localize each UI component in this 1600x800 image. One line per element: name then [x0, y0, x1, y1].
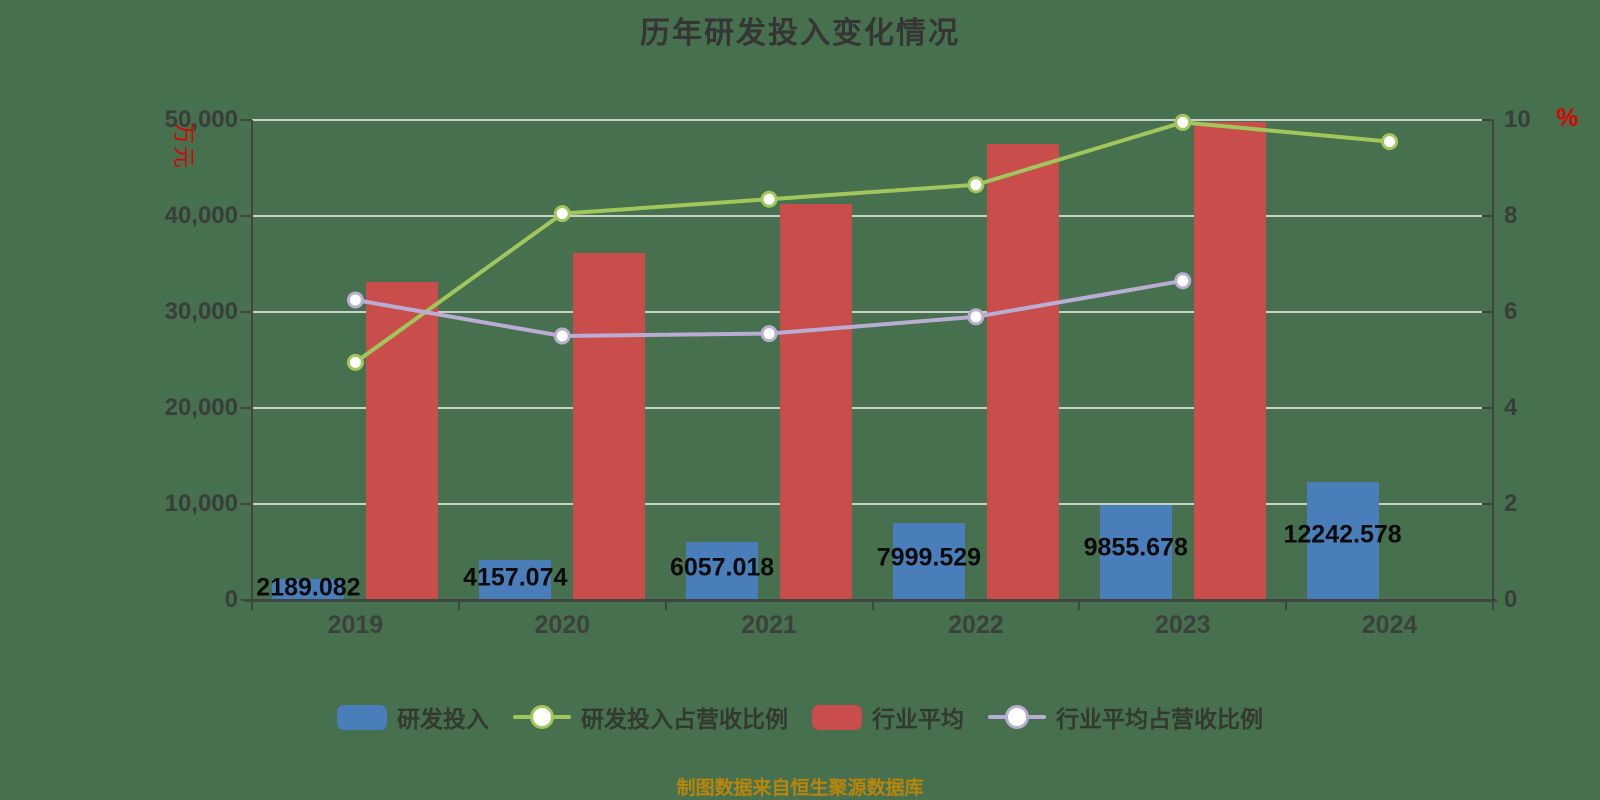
gridline	[252, 215, 1493, 217]
data-source-note: 制图数据来自恒生聚源数据库	[676, 778, 924, 799]
x-axis-tick	[1078, 600, 1081, 610]
x-axis-category-label: 2023	[1154, 611, 1211, 639]
right-axis-tick-label: 4	[1504, 394, 1518, 421]
legend-circle-icon	[530, 705, 554, 729]
legend-label: 研发投入占营收比例	[581, 706, 788, 732]
right-axis-tick-label: 2	[1504, 490, 1518, 517]
left-axis-tick	[241, 311, 252, 313]
left-axis-tick	[241, 407, 252, 409]
right-axis-tick-label: 0	[1504, 586, 1518, 613]
bar-value-label: 12242.578	[1283, 520, 1402, 549]
x-axis-category-label: 2021	[741, 611, 797, 639]
right-axis-tick-label: 8	[1504, 202, 1518, 229]
gridline	[252, 119, 1493, 121]
left-axis-tick-label: 30,000	[164, 298, 238, 325]
chart-title: 历年研发投入变化情况	[640, 17, 960, 50]
legend-item-rd-investment: 研发投入	[337, 700, 489, 734]
x-axis-category-label: 2024	[1361, 611, 1418, 639]
legend-item-rd-revenue-ratio: 研发投入占营收比例	[513, 700, 788, 734]
x-axis-category-label: 2020	[534, 611, 591, 639]
bar-value-label: 6057.018	[669, 553, 775, 582]
x-axis-tick	[1492, 600, 1494, 610]
right-axis-tick-label: 10	[1504, 106, 1531, 133]
legend-item-industry-revenue-ratio: 行业平均占营收比例	[988, 700, 1263, 734]
bar-value-label: 7999.529	[876, 543, 982, 572]
right-axis-tick	[1482, 119, 1493, 121]
left-axis-tick-label: 50,000	[164, 106, 238, 133]
right-axis-unit-label: %	[1556, 104, 1579, 132]
legend-line-marker-purple	[988, 703, 1046, 731]
bar-行业平均	[366, 282, 439, 600]
bar-行业平均	[986, 144, 1059, 600]
left-axis-tick-label: 10,000	[164, 490, 238, 517]
legend-circle-icon	[1005, 705, 1029, 729]
bar-研发投入	[892, 523, 965, 600]
x-axis-tick	[871, 600, 874, 610]
right-axis-tick	[1482, 215, 1493, 217]
bar-研发投入	[479, 560, 552, 600]
right-axis-tick	[1482, 503, 1493, 505]
left-axis-tick	[241, 119, 252, 121]
bar-value-label: 2189.082	[256, 573, 361, 602]
left-axis-line	[251, 120, 253, 600]
x-axis-line	[244, 599, 1497, 602]
legend-label: 研发投入	[397, 706, 489, 732]
right-axis-tick	[1482, 311, 1493, 313]
left-axis-tick	[241, 503, 252, 505]
right-axis-line	[1492, 120, 1494, 600]
legend-line-marker-green	[513, 703, 571, 731]
bar-行业平均	[780, 203, 853, 600]
legend-label: 行业平均占营收比例	[1056, 706, 1263, 732]
gridline	[252, 503, 1493, 505]
legend-item-industry-average: 行业平均	[812, 700, 964, 734]
legend-label: 行业平均	[872, 706, 964, 732]
right-axis-tick-label: 6	[1504, 298, 1518, 325]
gridline	[252, 407, 1493, 409]
x-axis-tick	[1285, 600, 1288, 610]
right-axis-tick	[1482, 407, 1493, 409]
bar-研发投入	[1099, 505, 1172, 600]
x-axis-tick	[664, 600, 667, 610]
bar-value-label: 4157.074	[463, 563, 568, 592]
legend: 研发投入 研发投入占营收比例 行业平均 行业平均占营收比例	[0, 700, 1600, 734]
bar-行业平均	[573, 253, 646, 600]
x-axis-tick	[457, 600, 460, 610]
bar-研发投入	[1306, 482, 1379, 600]
left-axis-tick-label: 40,000	[164, 202, 238, 229]
bar-研发投入	[686, 541, 759, 600]
x-axis-category-label: 2019	[327, 611, 384, 639]
left-axis-tick	[241, 215, 252, 217]
x-axis-category-label: 2022	[948, 611, 1004, 639]
legend-swatch-bar-red	[812, 704, 862, 730]
bar-研发投入	[272, 578, 345, 600]
bar-行业平均	[1193, 121, 1266, 600]
x-axis-tick	[251, 600, 253, 610]
bar-value-label: 9855.678	[1083, 533, 1188, 562]
left-axis-tick-label: 20,000	[164, 394, 238, 421]
left-axis-tick-label: 0	[224, 586, 238, 613]
legend-swatch-bar-blue	[337, 704, 387, 730]
